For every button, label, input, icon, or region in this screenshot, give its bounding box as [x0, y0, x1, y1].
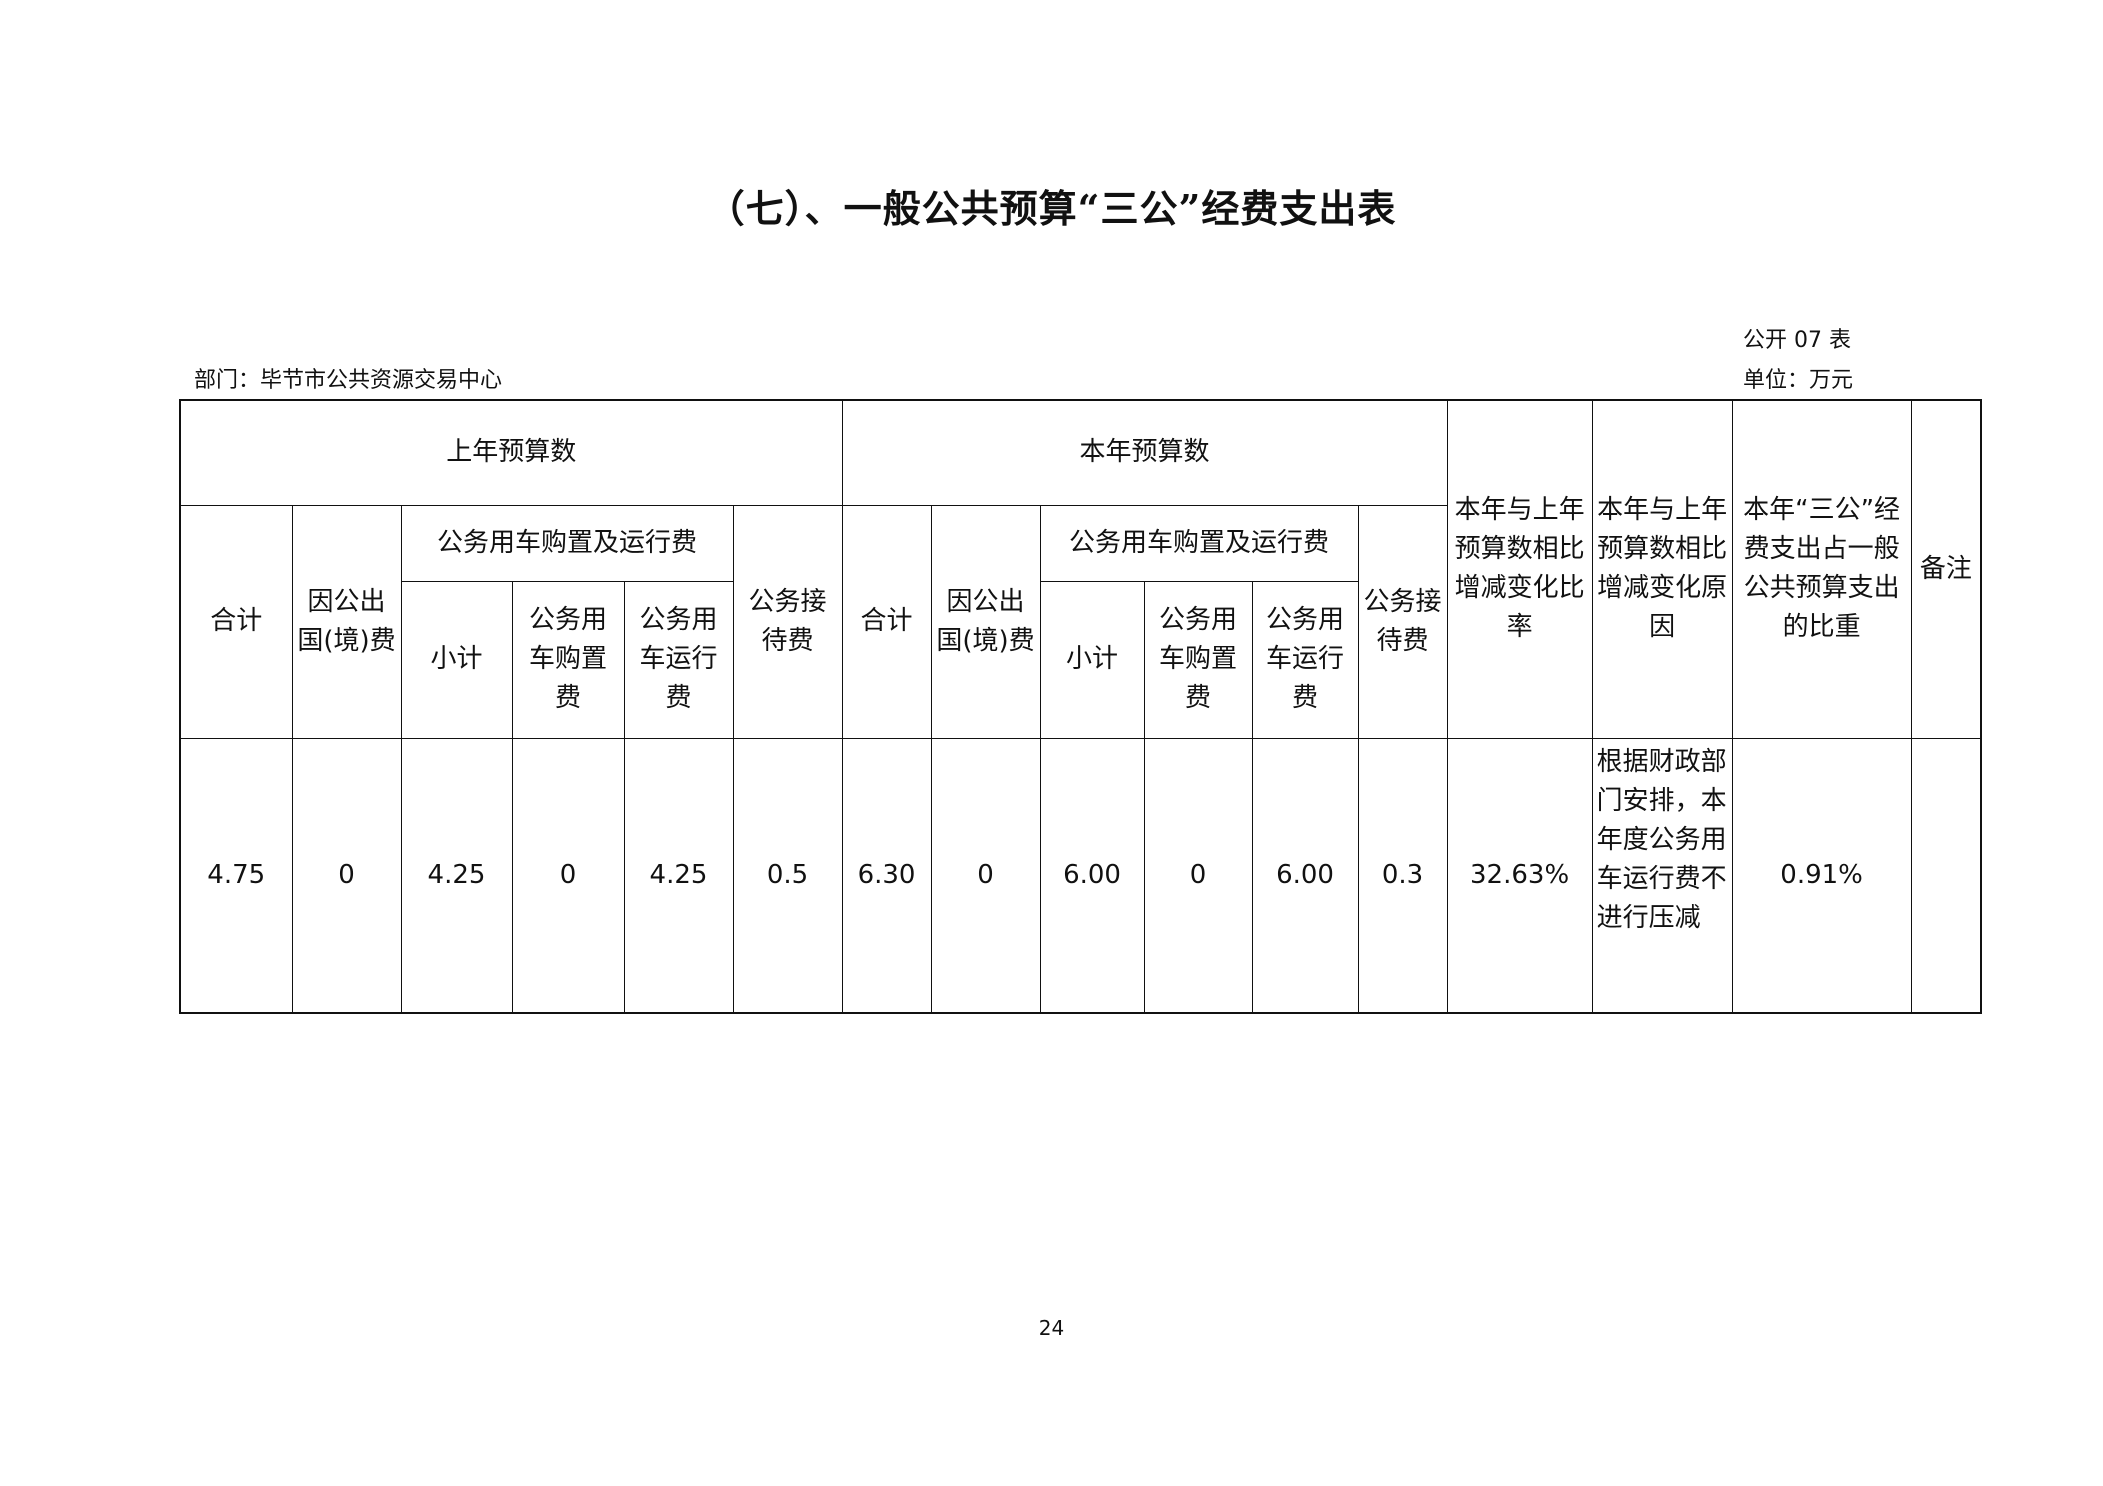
- cell-ty-operation: 6.00: [1251, 737, 1359, 1014]
- header-ty-abroad: 因公出国(境)费: [930, 504, 1041, 739]
- cell-ly-total: 4.75: [179, 737, 293, 1014]
- department-label: 部门：毕节市公共资源交易中心: [194, 368, 503, 393]
- header-change-rate: 本年与上年预算数相比增减变化比率: [1446, 399, 1593, 739]
- table-code: 公开 07 表: [1743, 328, 1851, 353]
- header-ly-total: 合计: [179, 504, 293, 739]
- header-ly-subtotal: 小计: [400, 580, 513, 739]
- header-change-reason: 本年与上年预算数相比增减变化原因: [1591, 399, 1733, 739]
- header-ty-vehicle: 公务用车购置及运行费: [1039, 504, 1359, 582]
- cell-ly-operation: 4.25: [623, 737, 734, 1014]
- cell-ly-abroad: 0: [291, 737, 402, 1014]
- cell-ty-subtotal: 6.00: [1039, 737, 1145, 1014]
- header-ly-purchase: 公务用车购置费: [511, 580, 625, 739]
- header-ly-vehicle: 公务用车购置及运行费: [400, 504, 734, 582]
- cell-change-reason: 根据财政部门安排，本年度公务用车运行费不进行压减: [1591, 737, 1733, 1014]
- cell-ly-purchase: 0: [511, 737, 625, 1014]
- header-this-year: 本年预算数: [841, 399, 1448, 506]
- header-ty-subtotal: 小计: [1039, 580, 1145, 739]
- header-ty-reception: 公务接待费: [1357, 504, 1448, 739]
- header-ly-reception: 公务接待费: [732, 504, 843, 739]
- page-title: （七）、一般公共预算“三公”经费支出表: [706, 186, 1397, 231]
- cell-ty-abroad: 0: [930, 737, 1041, 1014]
- cell-remark: [1910, 737, 1982, 1014]
- cell-ty-reception: 0.3: [1357, 737, 1448, 1014]
- three-public-expenses-table: 上年预算数 本年预算数 本年与上年预算数相比增减变化比率 本年与上年预算数相比增…: [179, 399, 1983, 1014]
- header-ty-operation: 公务用车运行费: [1251, 580, 1359, 739]
- header-ly-operation: 公务用车运行费: [623, 580, 734, 739]
- page-number: 24: [1038, 1316, 1065, 1340]
- table-row: 4.75 0 4.25 0 4.25 0.5 6.30 0 6.00 0 6.0…: [179, 737, 1982, 1014]
- header-share: 本年“三公”经费支出占一般公共预算支出的比重: [1731, 399, 1912, 739]
- cell-ty-purchase: 0: [1143, 737, 1253, 1014]
- header-ly-abroad: 因公出国(境)费: [291, 504, 402, 739]
- header-ty-purchase: 公务用车购置费: [1143, 580, 1253, 739]
- unit-label: 单位：万元: [1743, 368, 1854, 393]
- cell-ty-total: 6.30: [841, 737, 932, 1014]
- cell-change-rate: 32.63%: [1446, 737, 1593, 1014]
- header-last-year: 上年预算数: [179, 399, 843, 506]
- header-remark: 备注: [1910, 399, 1982, 739]
- cell-ly-subtotal: 4.25: [400, 737, 513, 1014]
- header-ty-total: 合计: [841, 504, 932, 739]
- cell-share: 0.91%: [1731, 737, 1912, 1014]
- cell-ly-reception: 0.5: [732, 737, 843, 1014]
